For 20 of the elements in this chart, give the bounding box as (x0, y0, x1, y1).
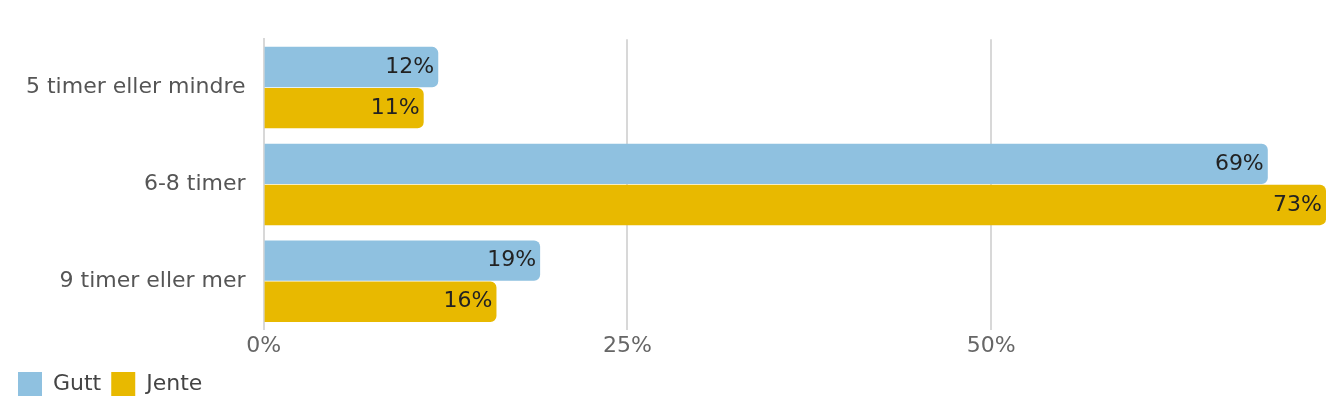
y-tick-label: 6-8 timer (143, 170, 247, 196)
data-label: 11% (370, 93, 420, 119)
y-tick-label: 9 timer eller mer (59, 266, 247, 292)
bar (264, 240, 541, 281)
data-label: 16% (443, 287, 493, 313)
data-label: 12% (385, 52, 435, 78)
data-label: 73% (1273, 190, 1322, 216)
bar (264, 88, 424, 129)
bar (264, 143, 1268, 184)
legend-label: Gutt (53, 369, 102, 395)
legend-label: Jente (144, 369, 203, 395)
bar (264, 184, 1326, 226)
bar (264, 281, 497, 322)
x-tick-label: 50% (966, 331, 1016, 357)
y-tick-label: 5 timer eller mindre (25, 73, 246, 99)
data-label: 19% (487, 246, 537, 272)
x-tick-label: 0% (246, 331, 282, 357)
bar (264, 46, 439, 88)
x-tick-label: 25% (602, 331, 652, 357)
data-label: 69% (1214, 149, 1264, 175)
